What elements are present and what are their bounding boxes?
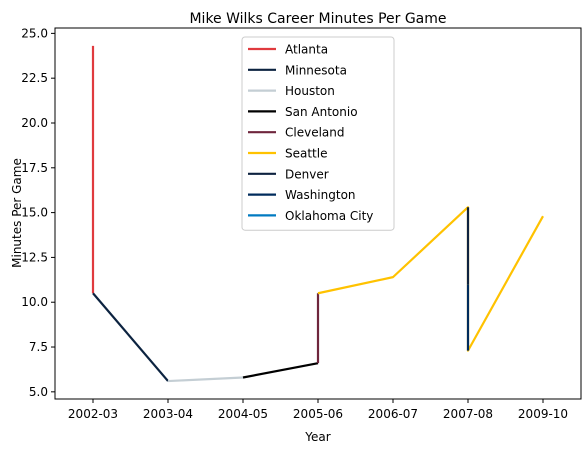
legend-label-oklahoma-city: Oklahoma City [285,209,373,223]
legend-label-denver: Denver [285,167,329,181]
series-line-minnesota [92,292,169,382]
legend-label-minnesota: Minnesota [285,63,347,77]
x-axis: 2002-03 2003-04 2004-05 2005-06 2006-07 2007-… [68,399,568,421]
legend-label-san-antonio: San Antonio [285,105,358,119]
y-tick-label: 7.5 [29,340,48,354]
y-axis: 5.0 7.5 10.0 12.5 15.0 17.5 20.0 22.5 25.0 [21,26,55,399]
legend-box [241,36,395,231]
y-tick-label: 22.5 [21,71,48,85]
plot-lines [91,45,544,383]
x-axis-label: Year [304,430,330,444]
x-tick-label: 2005-06 [293,407,343,421]
x-tick-label: 2006-07 [368,407,418,421]
y-axis-label: Minutes Per Game [10,158,24,268]
y-tick-label: 17.5 [21,161,48,175]
y-tick-label: 10.0 [21,295,48,309]
x-tick-label: 2009-10 [518,407,568,421]
legend-label-seattle: Seattle [285,147,327,161]
chart-title: Mike Wilks Career Minutes Per Game [189,11,446,27]
series-line-san-antonio [242,362,319,379]
y-tick-label: 5.0 [29,385,48,399]
x-tick-label: 2004-05 [218,407,268,421]
series-line-houston [167,376,244,383]
y-tick-label: 15.0 [21,206,48,220]
legend: Atlanta Minnesota Houston San Antonio Clevel… [241,36,395,231]
x-tick-label: 2003-04 [143,407,193,421]
legend-label-atlanta: Atlanta [285,43,328,57]
legend-label-washington: Washington [285,188,356,202]
y-tick-label: 20.0 [21,116,48,130]
x-tick-label: 2007-08 [443,407,493,421]
legend-label-houston: Houston [285,84,335,98]
y-tick-label: 12.5 [21,250,48,264]
y-tick-label: 25.0 [21,26,48,40]
legend-label-cleveland: Cleveland [285,126,345,140]
x-tick-label: 2002-03 [68,407,118,421]
